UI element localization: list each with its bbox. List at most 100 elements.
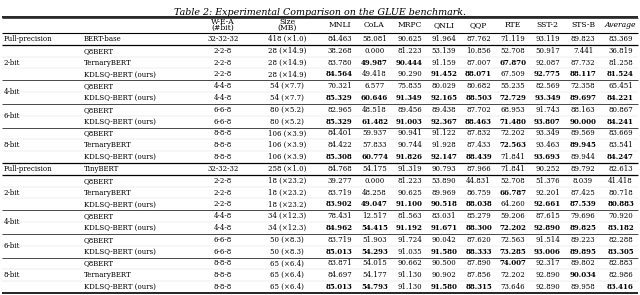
Text: 8-8-8: 8-8-8 (214, 260, 232, 268)
Text: 6-6-8: 6-6-8 (214, 118, 232, 126)
Text: 61.482: 61.482 (361, 118, 388, 126)
Text: Q8BERT: Q8BERT (84, 130, 114, 137)
Text: 90.000: 90.000 (570, 118, 596, 126)
Text: 8-8-8: 8-8-8 (214, 271, 232, 279)
Text: 81.223: 81.223 (397, 47, 422, 55)
Text: 92.890: 92.890 (535, 283, 560, 291)
Text: 80 (×5.2): 80 (×5.2) (270, 106, 304, 114)
Text: 83.902: 83.902 (326, 200, 353, 208)
Text: 91.122: 91.122 (431, 130, 456, 137)
Text: 83.541: 83.541 (608, 141, 633, 149)
Text: 91.580: 91.580 (431, 248, 458, 256)
Text: 93.119: 93.119 (535, 35, 560, 43)
Text: 4-4-8: 4-4-8 (214, 94, 232, 102)
Text: 80 (×5.2): 80 (×5.2) (270, 118, 304, 126)
Text: 89.802: 89.802 (571, 260, 595, 268)
Text: 83.871: 83.871 (327, 260, 352, 268)
Text: 90.290: 90.290 (397, 71, 422, 78)
Text: 65 (×6.4): 65 (×6.4) (270, 271, 304, 279)
Text: 50 (×8.3): 50 (×8.3) (270, 248, 304, 256)
Text: 84.401: 84.401 (327, 130, 352, 137)
Text: Average: Average (605, 21, 636, 29)
Text: 89.697: 89.697 (570, 94, 596, 102)
Text: 84.463: 84.463 (327, 35, 352, 43)
Text: 12.517: 12.517 (362, 212, 387, 220)
Text: 91.349: 91.349 (396, 94, 423, 102)
Text: 81.223: 81.223 (397, 177, 422, 185)
Text: 89.438: 89.438 (432, 106, 456, 114)
Text: 85.279: 85.279 (466, 212, 491, 220)
Text: 91.003: 91.003 (396, 118, 423, 126)
Text: 53.139: 53.139 (432, 47, 456, 55)
Text: KDLSQ-BERT (ours): KDLSQ-BERT (ours) (84, 94, 156, 102)
Text: 0.000: 0.000 (364, 47, 385, 55)
Text: 92.890: 92.890 (535, 271, 560, 279)
Text: KDLSQ-BERT (ours): KDLSQ-BERT (ours) (84, 283, 156, 291)
Text: 93.349: 93.349 (535, 130, 560, 137)
Text: 54.177: 54.177 (362, 271, 387, 279)
Text: TernaryBERT: TernaryBERT (84, 271, 132, 279)
Text: 8-bit: 8-bit (4, 141, 20, 149)
Text: 72.202: 72.202 (500, 224, 527, 232)
Text: (MB): (MB) (277, 24, 297, 32)
Text: KDLSQ-BERT (ours): KDLSQ-BERT (ours) (84, 224, 156, 232)
Text: 91.035: 91.035 (397, 248, 422, 256)
Text: 81.524: 81.524 (607, 71, 634, 78)
Text: 80.029: 80.029 (431, 82, 456, 90)
Text: 72.202: 72.202 (500, 130, 525, 137)
Text: 87.732: 87.732 (571, 58, 595, 67)
Text: 89.895: 89.895 (570, 248, 596, 256)
Text: 8-8-8: 8-8-8 (214, 141, 232, 149)
Text: MRPC: MRPC (397, 21, 422, 29)
Text: CoLA: CoLA (364, 21, 385, 29)
Text: Q8BERT: Q8BERT (84, 106, 114, 114)
Text: 54 (×7.7): 54 (×7.7) (270, 94, 304, 102)
Text: 2-2-8: 2-2-8 (214, 177, 232, 185)
Text: 90.034: 90.034 (570, 271, 596, 279)
Text: 71.119: 71.119 (500, 35, 525, 43)
Text: 6.577: 6.577 (364, 82, 385, 90)
Text: 89.569: 89.569 (571, 130, 595, 137)
Text: 8-8-8: 8-8-8 (214, 283, 232, 291)
Text: SST-2: SST-2 (536, 21, 559, 29)
Text: 92.775: 92.775 (534, 71, 561, 78)
Text: 93.693: 93.693 (534, 153, 561, 161)
Text: 39.277: 39.277 (327, 177, 352, 185)
Text: 60.774: 60.774 (361, 153, 388, 161)
Text: 7.441: 7.441 (573, 47, 593, 55)
Text: 91.580: 91.580 (431, 283, 458, 291)
Text: 91.514: 91.514 (535, 236, 560, 244)
Text: 89.969: 89.969 (431, 189, 456, 196)
Text: 49.418: 49.418 (362, 71, 387, 78)
Text: 49.047: 49.047 (361, 200, 388, 208)
Text: 48.258: 48.258 (362, 189, 387, 196)
Text: 89.958: 89.958 (571, 283, 595, 291)
Text: 91.452: 91.452 (431, 71, 458, 78)
Text: 74.007: 74.007 (500, 260, 527, 268)
Text: 81.258: 81.258 (608, 58, 633, 67)
Text: 82.288: 82.288 (608, 236, 633, 244)
Text: 91.319: 91.319 (397, 165, 422, 173)
Text: 82.569: 82.569 (535, 82, 560, 90)
Text: 92.317: 92.317 (535, 260, 560, 268)
Text: 90.042: 90.042 (431, 236, 456, 244)
Text: 90.744: 90.744 (397, 141, 422, 149)
Text: 4-bit: 4-bit (4, 218, 20, 226)
Text: 18 (×23.2): 18 (×23.2) (268, 200, 306, 208)
Text: 55.235: 55.235 (500, 82, 525, 90)
Text: 32-32-32: 32-32-32 (207, 165, 239, 173)
Text: 68.953: 68.953 (500, 106, 525, 114)
Text: 91.130: 91.130 (397, 283, 422, 291)
Text: 2-2-8: 2-2-8 (214, 47, 232, 55)
Text: 49.987: 49.987 (361, 58, 388, 67)
Text: 85.329: 85.329 (326, 118, 353, 126)
Text: 8-bit: 8-bit (4, 271, 20, 279)
Text: 6-bit: 6-bit (4, 242, 20, 250)
Text: 89.792: 89.792 (571, 165, 595, 173)
Text: 60.646: 60.646 (361, 94, 388, 102)
Text: 79.696: 79.696 (571, 212, 595, 220)
Text: 51.376: 51.376 (535, 177, 560, 185)
Text: 90.625: 90.625 (397, 35, 422, 43)
Text: 83.719: 83.719 (327, 189, 352, 196)
Text: 91.671: 91.671 (431, 224, 458, 232)
